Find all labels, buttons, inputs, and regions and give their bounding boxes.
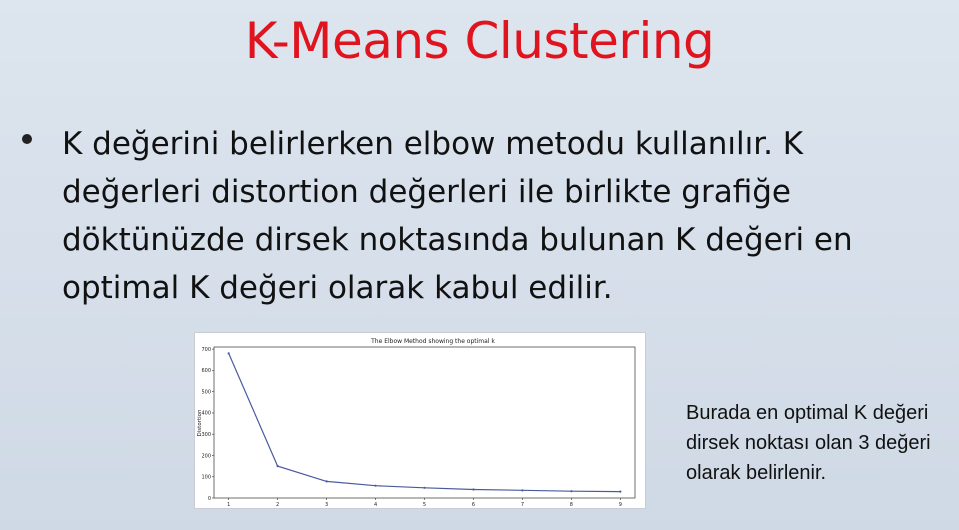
data-point xyxy=(423,486,426,489)
series-line xyxy=(228,353,621,493)
slide-title: K-Means Clustering xyxy=(244,12,715,70)
x-tick-label: 2 xyxy=(276,502,279,508)
y-tick-label: 200 xyxy=(201,453,211,459)
bullet-icon xyxy=(22,134,32,144)
x-tick-label: 9 xyxy=(619,502,622,508)
elbow-chart: The Elbow Method showing the optimal k D… xyxy=(194,332,646,509)
data-point xyxy=(521,489,524,492)
data-point xyxy=(619,490,622,493)
series-points xyxy=(227,352,622,493)
data-point xyxy=(227,352,230,355)
y-tick-label: 500 xyxy=(201,389,211,395)
y-tick-label: 600 xyxy=(201,368,211,374)
x-tick-label: 4 xyxy=(374,502,377,508)
bullet-text: K değerini belirlerken elbow metodu kull… xyxy=(62,126,853,306)
elbow-chart-svg: The Elbow Method showing the optimal k D… xyxy=(197,338,636,508)
x-tick-label: 5 xyxy=(423,502,426,508)
note-text: Burada en optimal K değeri dirsek noktas… xyxy=(686,402,931,484)
data-point xyxy=(276,464,279,468)
chart-title: The Elbow Method showing the optimal k xyxy=(370,338,495,345)
y-tick-label: 0 xyxy=(208,496,211,502)
y-tick-label: 400 xyxy=(201,411,211,417)
y-tick-label: 100 xyxy=(201,475,211,481)
data-point xyxy=(325,480,328,483)
y-tick-label: 300 xyxy=(201,432,211,438)
plot-frame xyxy=(213,346,636,499)
data-point xyxy=(570,490,573,493)
y-tick-label: 700 xyxy=(201,347,211,353)
x-tick-label: 7 xyxy=(521,502,524,508)
y-axis-label: Distortion xyxy=(197,409,203,436)
x-tick-label: 6 xyxy=(472,502,475,508)
axis-ticks: 0 100 200 300 400 500 600 700 1 2 3 4 5 6 7 8 9 xyxy=(201,347,621,508)
x-tick-label: 3 xyxy=(325,502,328,508)
data-point xyxy=(472,488,475,491)
x-tick-label: 1 xyxy=(227,502,230,508)
x-tick-label: 8 xyxy=(570,502,573,508)
data-point xyxy=(374,484,377,487)
